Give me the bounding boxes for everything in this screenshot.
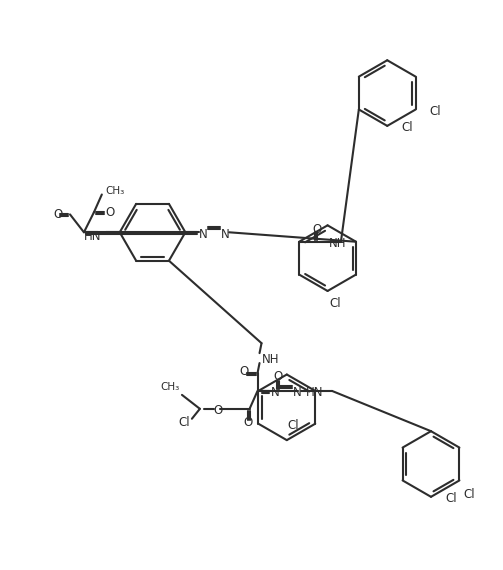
- Text: Cl: Cl: [463, 488, 475, 501]
- Text: HN: HN: [306, 386, 323, 400]
- Text: Cl: Cl: [178, 416, 190, 429]
- Text: Cl: Cl: [430, 105, 441, 118]
- Text: HN: HN: [85, 230, 102, 243]
- Text: N: N: [271, 386, 280, 400]
- Text: O: O: [312, 223, 322, 237]
- Text: O: O: [53, 208, 63, 221]
- Text: CH₃: CH₃: [161, 382, 180, 392]
- Text: Cl: Cl: [401, 121, 413, 135]
- Text: NH: NH: [329, 237, 347, 250]
- Text: N: N: [293, 386, 302, 400]
- Text: N: N: [199, 228, 208, 241]
- Text: Cl: Cl: [329, 298, 341, 311]
- Text: O: O: [213, 404, 222, 417]
- Text: N: N: [221, 228, 229, 241]
- Text: O: O: [274, 370, 283, 384]
- Text: CH₃: CH₃: [106, 185, 125, 196]
- Text: O: O: [106, 206, 115, 219]
- Text: O: O: [239, 365, 248, 377]
- Text: Cl: Cl: [445, 492, 457, 506]
- Text: Cl: Cl: [288, 419, 299, 432]
- Text: O: O: [243, 416, 252, 429]
- Text: NH: NH: [262, 353, 279, 365]
